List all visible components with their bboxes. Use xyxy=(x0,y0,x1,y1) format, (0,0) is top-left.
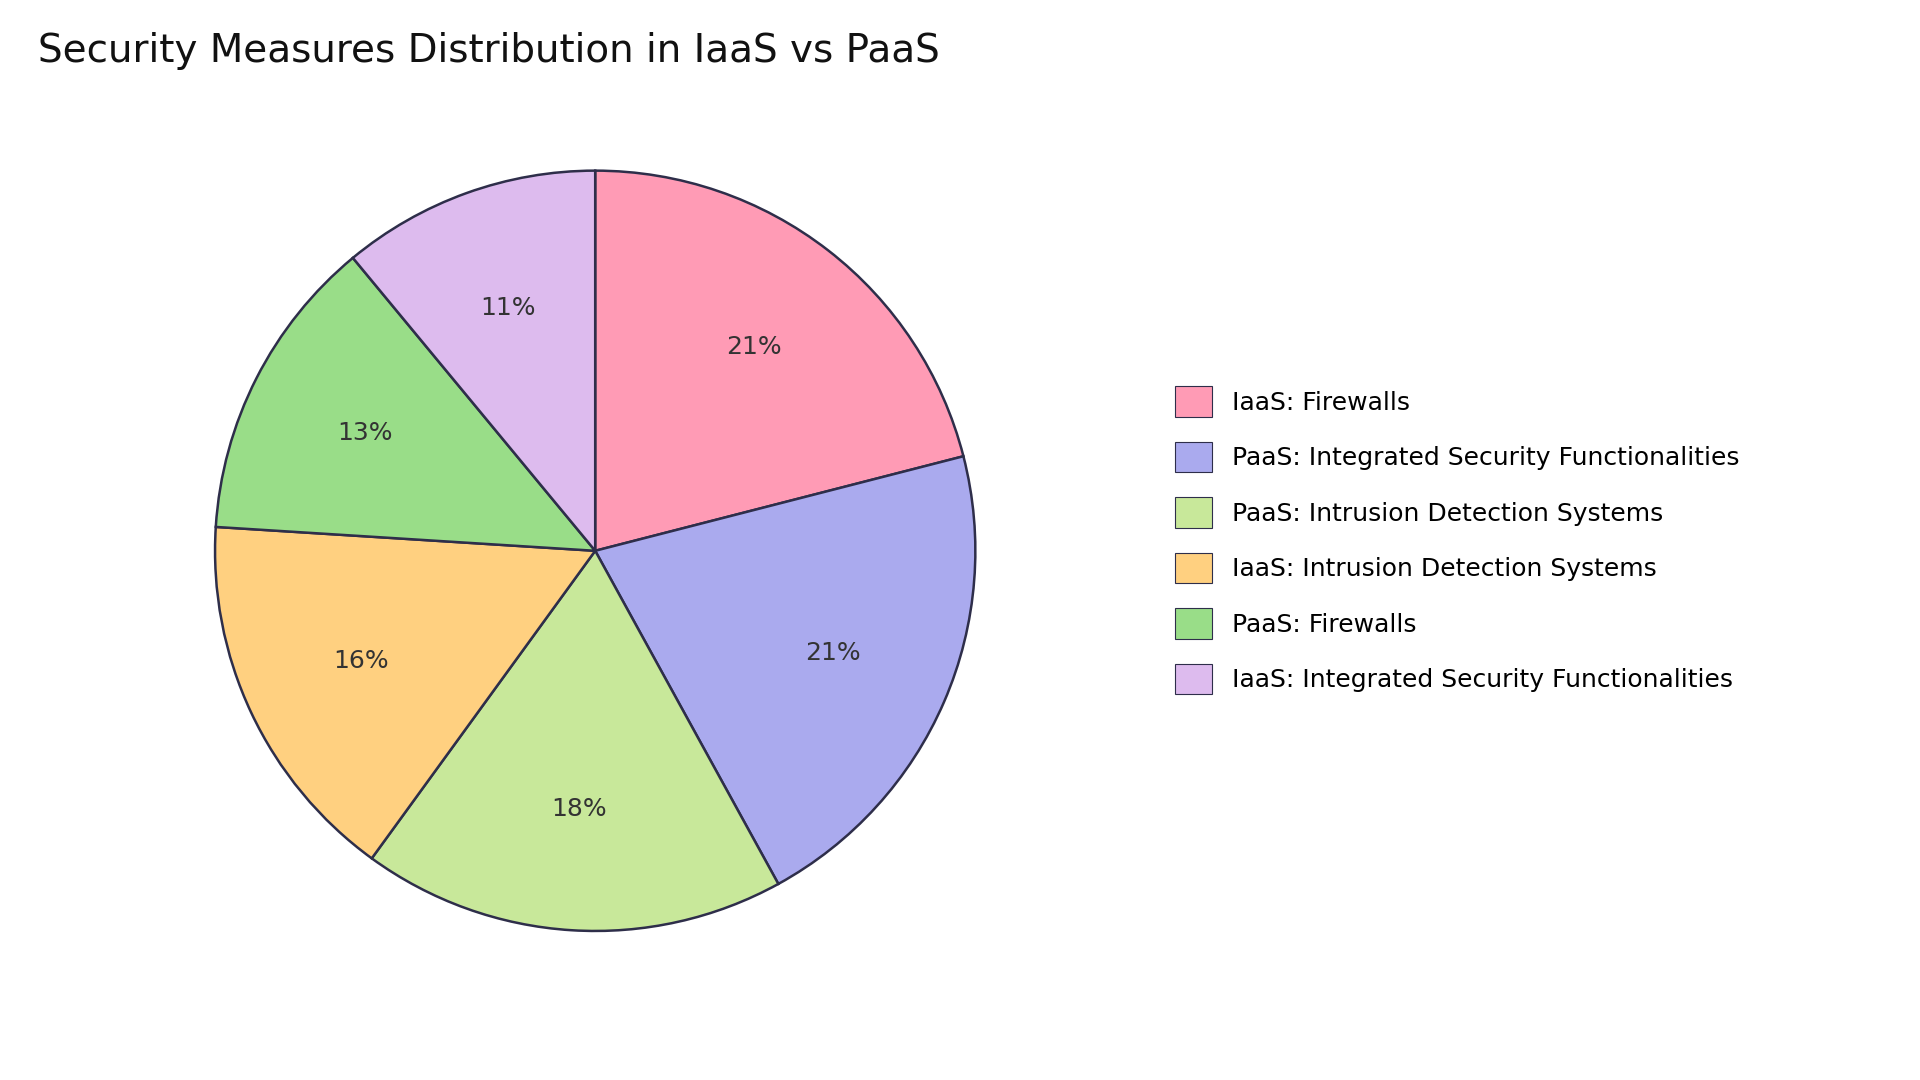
Text: Security Measures Distribution in IaaS vs PaaS: Security Measures Distribution in IaaS v… xyxy=(38,32,941,70)
Wedge shape xyxy=(595,171,964,551)
Legend: IaaS: Firewalls, PaaS: Integrated Security Functionalities, PaaS: Intrusion Dete: IaaS: Firewalls, PaaS: Integrated Securi… xyxy=(1165,376,1749,704)
Wedge shape xyxy=(372,551,778,931)
Wedge shape xyxy=(595,456,975,883)
Wedge shape xyxy=(215,527,595,859)
Text: 21%: 21% xyxy=(804,642,860,665)
Text: 21%: 21% xyxy=(726,335,781,359)
Text: 13%: 13% xyxy=(338,421,392,445)
Wedge shape xyxy=(215,258,595,551)
Text: 11%: 11% xyxy=(480,296,536,320)
Text: 16%: 16% xyxy=(334,649,390,673)
Text: 18%: 18% xyxy=(551,797,607,821)
Wedge shape xyxy=(353,171,595,551)
